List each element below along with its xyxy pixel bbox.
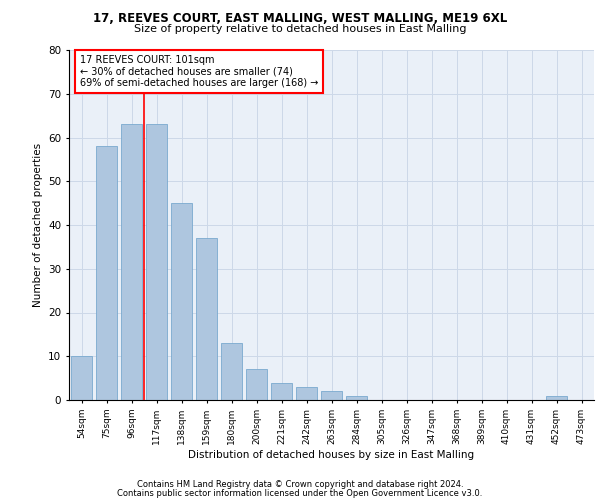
Bar — [221, 343, 242, 400]
Bar — [546, 396, 567, 400]
Bar — [346, 396, 367, 400]
Bar — [121, 124, 142, 400]
Y-axis label: Number of detached properties: Number of detached properties — [32, 143, 43, 307]
Text: 17 REEVES COURT: 101sqm
← 30% of detached houses are smaller (74)
69% of semi-de: 17 REEVES COURT: 101sqm ← 30% of detache… — [79, 56, 318, 88]
Text: 17, REEVES COURT, EAST MALLING, WEST MALLING, ME19 6XL: 17, REEVES COURT, EAST MALLING, WEST MAL… — [93, 12, 507, 26]
Bar — [246, 370, 267, 400]
Text: Size of property relative to detached houses in East Malling: Size of property relative to detached ho… — [134, 24, 466, 34]
Bar — [321, 391, 342, 400]
Bar — [196, 238, 217, 400]
X-axis label: Distribution of detached houses by size in East Malling: Distribution of detached houses by size … — [188, 450, 475, 460]
Bar — [171, 203, 192, 400]
Text: Contains HM Land Registry data © Crown copyright and database right 2024.: Contains HM Land Registry data © Crown c… — [137, 480, 463, 489]
Bar — [296, 387, 317, 400]
Bar — [71, 356, 92, 400]
Bar — [96, 146, 117, 400]
Bar — [146, 124, 167, 400]
Bar — [271, 382, 292, 400]
Text: Contains public sector information licensed under the Open Government Licence v3: Contains public sector information licen… — [118, 489, 482, 498]
